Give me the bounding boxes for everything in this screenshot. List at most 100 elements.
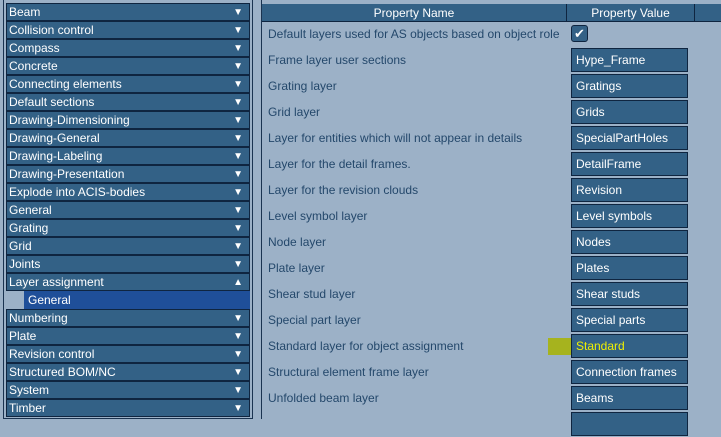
- chevron-down-icon[interactable]: ▼: [233, 312, 243, 324]
- property-name: Default layers used for AS objects based…: [268, 27, 560, 41]
- chevron-down-icon[interactable]: ▼: [233, 24, 243, 36]
- category-label: Drawing-General: [9, 131, 100, 145]
- grid-header: Property Name Property Value: [262, 4, 721, 22]
- chevron-down-icon[interactable]: ▼: [233, 330, 243, 342]
- property-row: Grating layer Gratings: [262, 73, 721, 99]
- property-row: Plate layer Plates: [262, 255, 721, 281]
- property-value-field[interactable]: Nodes: [571, 230, 688, 254]
- property-value-field[interactable]: Shear studs: [571, 282, 688, 306]
- property-value-field[interactable]: [571, 412, 688, 436]
- property-value-field[interactable]: Beams: [571, 386, 688, 410]
- property-name: Layer for entities which will not appear…: [268, 131, 523, 145]
- property-row-partial: [262, 411, 721, 437]
- category-connecting-elements[interactable]: Connecting elements ▼: [6, 75, 250, 93]
- category-layer-assignment[interactable]: Layer assignment ▲: [6, 273, 250, 291]
- property-name: Shear stud layer: [268, 287, 356, 301]
- property-value-field[interactable]: Connection frames: [571, 360, 688, 384]
- category-compass[interactable]: Compass ▼: [6, 39, 250, 57]
- category-timber[interactable]: Timber ▼: [6, 399, 250, 417]
- property-row: Layer for entities which will not appear…: [262, 125, 721, 151]
- category-label: Grid: [9, 239, 32, 253]
- category-label: Drawing-Presentation: [9, 167, 125, 181]
- property-value-field[interactable]: Grids: [571, 100, 688, 124]
- category-label: Default sections: [9, 95, 95, 109]
- category-explode-into-acis-bodies[interactable]: Explode into ACIS-bodies ▼: [6, 183, 250, 201]
- category-label: Joints: [9, 257, 41, 271]
- category-label: Timber: [9, 401, 46, 415]
- chevron-down-icon[interactable]: ▼: [233, 114, 243, 126]
- chevron-down-icon[interactable]: ▼: [233, 348, 243, 360]
- category-drawing-dimensioning[interactable]: Drawing-Dimensioning ▼: [6, 111, 250, 129]
- property-name: Special part layer: [268, 313, 361, 327]
- chevron-down-icon[interactable]: ▼: [233, 78, 243, 90]
- chevron-down-icon[interactable]: ▼: [233, 240, 243, 252]
- category-concrete[interactable]: Concrete ▼: [6, 57, 250, 75]
- chevron-down-icon[interactable]: ▼: [233, 186, 243, 198]
- category-label: Drawing-Dimensioning: [9, 113, 130, 127]
- chevron-down-icon[interactable]: ▼: [233, 6, 243, 18]
- chevron-down-icon[interactable]: ▼: [233, 42, 243, 54]
- property-name: Level symbol layer: [268, 209, 368, 223]
- property-row: Layer for the detail frames. DetailFrame: [262, 151, 721, 177]
- category-plate[interactable]: Plate ▼: [6, 327, 250, 345]
- chevron-down-icon[interactable]: ▼: [233, 60, 243, 72]
- category-label: Revision control: [9, 347, 95, 361]
- chevron-down-icon[interactable]: ▼: [233, 96, 243, 108]
- chevron-up-icon[interactable]: ▲: [233, 276, 243, 288]
- category-structured-bom-nc[interactable]: Structured BOM/NC ▼: [6, 363, 250, 381]
- category-drawing-presentation[interactable]: Drawing-Presentation ▼: [6, 165, 250, 183]
- property-name: Plate layer: [268, 261, 325, 275]
- property-value-field[interactable]: Gratings: [571, 74, 688, 98]
- header-filler: [695, 4, 721, 21]
- property-value-field[interactable]: SpecialPartHoles: [571, 126, 688, 150]
- category-default-sections[interactable]: Default sections ▼: [6, 93, 250, 111]
- chevron-down-icon[interactable]: ▼: [233, 222, 243, 234]
- chevron-down-icon[interactable]: ▼: [233, 384, 243, 396]
- chevron-down-icon[interactable]: ▼: [233, 366, 243, 378]
- category-label: Compass: [9, 41, 60, 55]
- chevron-down-icon[interactable]: ▼: [233, 402, 243, 414]
- property-name: Structural element frame layer: [268, 365, 429, 379]
- category-general[interactable]: General ▼: [6, 201, 250, 219]
- category-label: Concrete: [9, 59, 58, 73]
- property-row: Structural element frame layer Connection…: [262, 359, 721, 385]
- category-grid[interactable]: Grid ▼: [6, 237, 250, 255]
- category-beam[interactable]: Beam ▼: [6, 3, 250, 21]
- subcategory-general[interactable]: General: [6, 291, 250, 309]
- property-row: Standard layer for object assignment Stan…: [262, 333, 721, 359]
- chevron-down-icon[interactable]: ▼: [233, 204, 243, 216]
- header-property-value[interactable]: Property Value: [567, 4, 695, 21]
- category-joints[interactable]: Joints ▼: [6, 255, 250, 273]
- category-grating[interactable]: Grating ▼: [6, 219, 250, 237]
- category-label: Collision control: [9, 23, 94, 37]
- property-row: Level symbol layer Level symbols: [262, 203, 721, 229]
- property-value-field[interactable]: Standard: [571, 334, 688, 358]
- category-collision-control[interactable]: Collision control ▼: [6, 21, 250, 39]
- property-value-field[interactable]: Special parts: [571, 308, 688, 332]
- property-value-field[interactable]: DetailFrame: [571, 152, 688, 176]
- category-revision-control[interactable]: Revision control ▼: [6, 345, 250, 363]
- property-value-field[interactable]: Hype_Frame: [571, 48, 688, 72]
- chevron-down-icon[interactable]: ▼: [233, 150, 243, 162]
- property-row: Shear stud layer Shear studs: [262, 281, 721, 307]
- category-label: Structured BOM/NC: [9, 365, 116, 379]
- property-row: Special part layer Special parts: [262, 307, 721, 333]
- category-drawing-labeling[interactable]: Drawing-Labeling ▼: [6, 147, 250, 165]
- property-name: Node layer: [268, 235, 327, 249]
- property-value-field[interactable]: Revision: [571, 178, 688, 202]
- property-value-field[interactable]: Level symbols: [571, 204, 688, 228]
- chevron-down-icon[interactable]: ▼: [233, 132, 243, 144]
- chevron-down-icon[interactable]: ▼: [233, 168, 243, 180]
- category-system[interactable]: System ▼: [6, 381, 250, 399]
- category-label: Numbering: [9, 311, 68, 325]
- property-value-field[interactable]: Plates: [571, 256, 688, 280]
- property-name: Grid layer: [268, 105, 321, 119]
- category-label: Explode into ACIS-bodies: [9, 185, 146, 199]
- property-row: Node layer Nodes: [262, 229, 721, 255]
- category-label: Layer assignment: [9, 275, 104, 289]
- category-numbering[interactable]: Numbering ▼: [6, 309, 250, 327]
- checkbox[interactable]: ✔: [571, 25, 588, 42]
- header-property-name[interactable]: Property Name: [262, 4, 567, 21]
- category-drawing-general[interactable]: Drawing-General ▼: [6, 129, 250, 147]
- chevron-down-icon[interactable]: ▼: [233, 258, 243, 270]
